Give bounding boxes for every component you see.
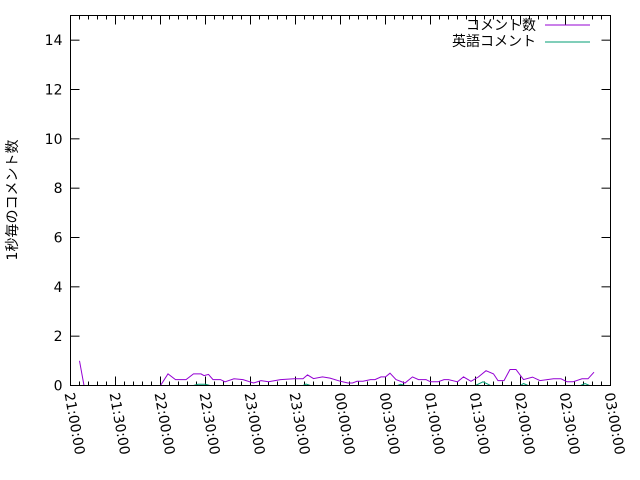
x-tick-label: 02:30:00 (556, 391, 583, 456)
legend: コメント数 英語コメント (452, 18, 590, 50)
y-axis-label: 1秒毎のコメント数 (5, 140, 21, 261)
y-tick-label: 8 (54, 181, 63, 197)
y-axis-ticks: 0 2 4 6 8 10 12 14 (45, 33, 611, 395)
x-tick-label: 01:00:00 (421, 391, 448, 456)
legend-label-0: コメント数 (466, 18, 536, 34)
legend-label-1: 英語コメント (452, 33, 536, 50)
x-tick-label: 00:00:00 (331, 391, 358, 456)
x-axis-ticks: 21:00:00 21:30:00 22:00:00 22:30:00 23:00:00… (61, 15, 628, 456)
y-tick-label: 0 (54, 379, 63, 395)
x-tick-label: 22:00:00 (151, 391, 178, 456)
y-tick-label: 4 (54, 280, 63, 296)
x-tick-label: 00:30:00 (376, 391, 403, 456)
y-tick-label: 14 (45, 33, 63, 49)
x-tick-label: 01:30:00 (466, 391, 493, 456)
x-tick-label: 23:00:00 (241, 391, 268, 456)
series-lines (79, 360, 595, 386)
plot-border (70, 15, 611, 386)
y-tick-label: 12 (45, 83, 63, 99)
x-tick-label: 02:00:00 (511, 391, 538, 456)
y-tick-label: 10 (45, 132, 63, 148)
series-line-0 (79, 360, 595, 386)
x-tick-label: 21:30:00 (106, 391, 133, 456)
series-line-1 (160, 381, 594, 386)
y-tick-label: 2 (54, 329, 63, 345)
x-tick-label: 03:00:00 (601, 391, 628, 456)
y-tick-label: 6 (54, 231, 63, 247)
x-tick-label: 22:30:00 (196, 391, 223, 456)
x-tick-label: 23:30:00 (286, 391, 313, 456)
x-tick-label: 21:00:00 (61, 391, 88, 456)
